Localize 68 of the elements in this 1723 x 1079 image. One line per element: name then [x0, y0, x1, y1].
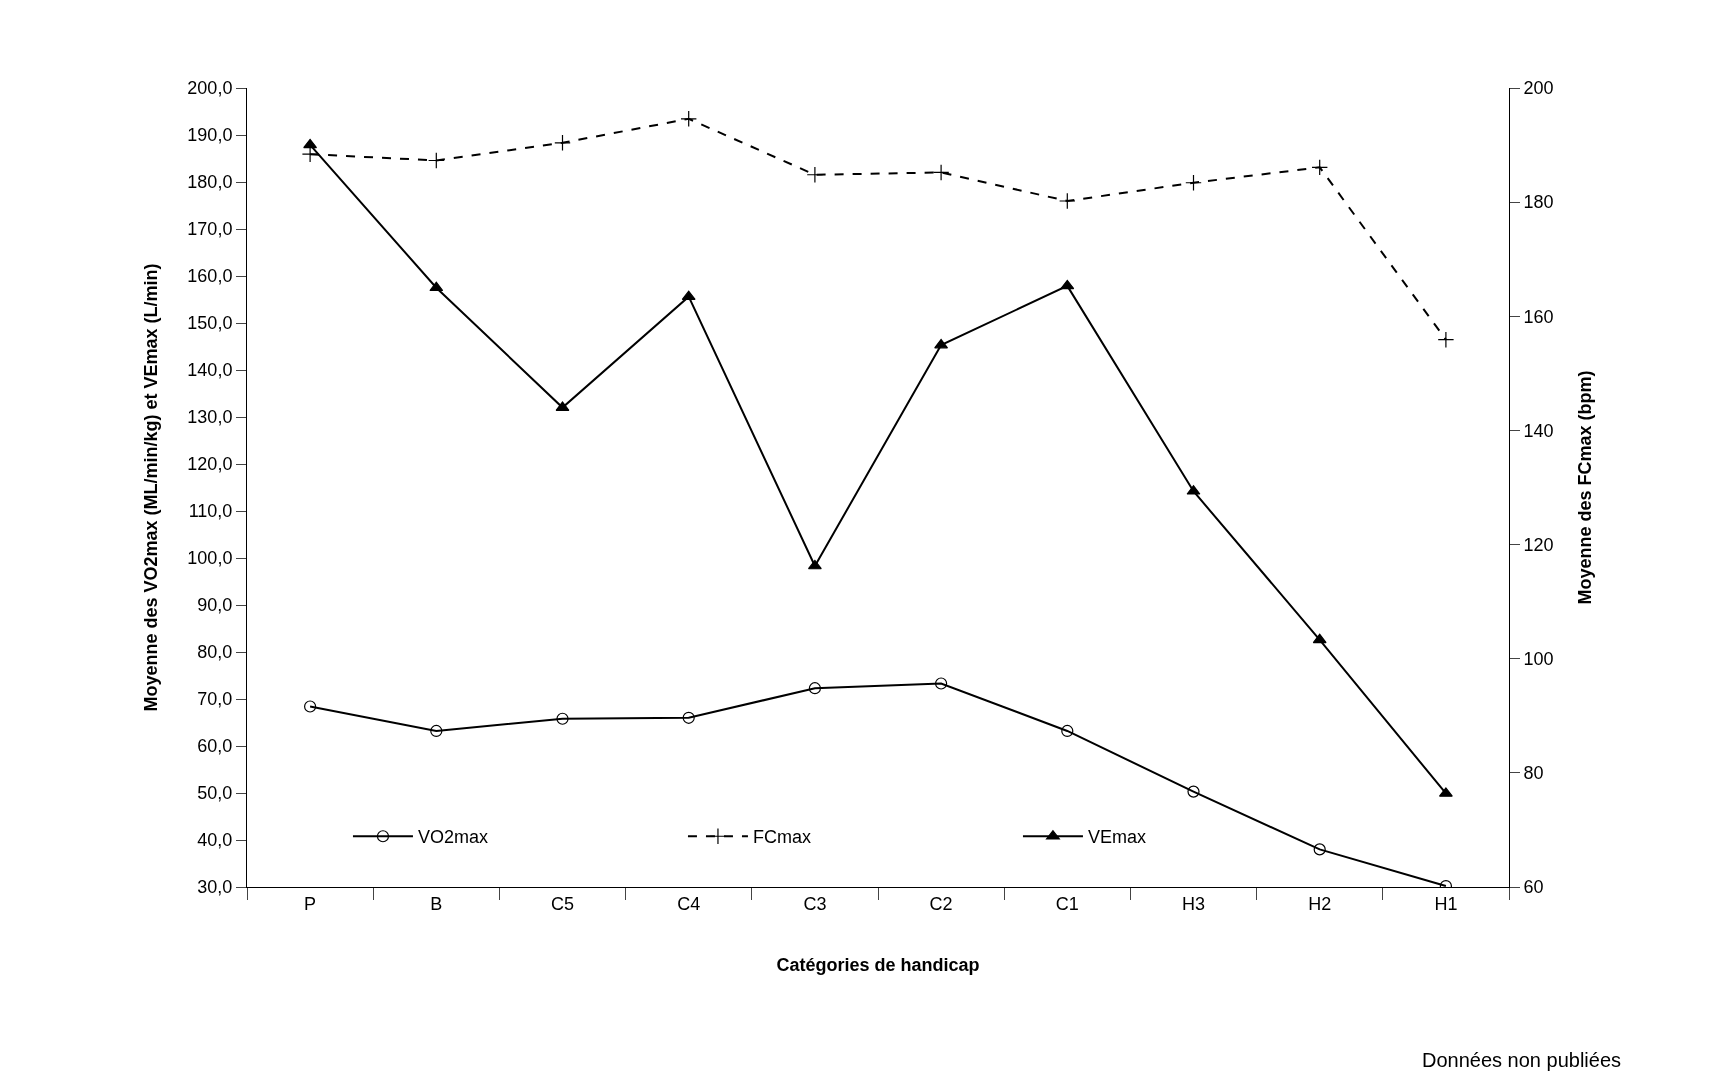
x-tick-label: C3 [803, 893, 827, 914]
y-tick-label: 150,0 [187, 313, 233, 334]
point [934, 338, 949, 349]
point [807, 559, 822, 570]
x-tick-label: H3 [1181, 893, 1206, 914]
point [429, 281, 444, 292]
y-tick-label: 110,0 [188, 501, 233, 522]
y2-tick-label: 80 [1523, 763, 1544, 784]
point [428, 152, 445, 169]
point [682, 711, 695, 724]
y-tick-label: 200,0 [187, 78, 233, 99]
y2-tick-label: 100 [1523, 649, 1554, 670]
y-tick-label: 140,0 [187, 360, 233, 381]
point [556, 712, 569, 725]
legend-label: VO2max [417, 827, 488, 848]
point [304, 700, 317, 713]
text: Données non publiées [1422, 1049, 1622, 1071]
point [935, 677, 948, 690]
y-tick-label: 180,0 [187, 172, 233, 193]
point [1311, 159, 1328, 176]
y2-tick-label: 120 [1523, 534, 1554, 555]
point [1187, 785, 1200, 798]
point [1059, 192, 1076, 210]
y-tick-label: 90,0 [197, 595, 233, 616]
point [1060, 279, 1075, 290]
point [1185, 174, 1202, 192]
point [680, 110, 697, 128]
point [808, 682, 821, 695]
y-tick-label: 80,0 [197, 642, 233, 663]
y-tick-label: 50,0 [197, 783, 233, 804]
legend-label: VEmax [1087, 827, 1146, 848]
y-tick-label: 190,0 [187, 125, 233, 146]
point [932, 164, 950, 181]
y-tick-label: 120,0 [187, 454, 233, 475]
x-tick-label: C2 [929, 893, 953, 914]
y2-tick-label: 200 [1523, 78, 1554, 99]
y-tick-label: 40,0 [197, 830, 233, 851]
x-tick-label: H1 [1434, 893, 1458, 914]
point [1313, 843, 1326, 856]
y-tick-label: 60,0 [197, 736, 233, 757]
y-axis-title: Moyenne des VO2max (ML/min/kg) et VEmax (L/min) [140, 263, 161, 712]
x-tick-label: C1 [1055, 893, 1079, 914]
x-tick-label: H2 [1308, 893, 1332, 914]
y-tick-label: 130,0 [187, 407, 233, 428]
y-tick-label: 30,0 [197, 877, 233, 898]
y2-tick-label: 180 [1523, 192, 1554, 213]
y-tick-label: 160,0 [187, 266, 233, 287]
y2-tick-label: 60 [1523, 877, 1544, 898]
point [303, 138, 318, 149]
point [554, 134, 571, 152]
x-tick-label: C5 [550, 893, 575, 914]
y2-axis-title: Moyenne des FCmax (bpm) [1574, 370, 1595, 605]
x-axis-title: Catégories de handicap [776, 954, 980, 975]
point [1061, 724, 1074, 738]
y-tick-label: 70,0 [197, 689, 233, 710]
x-tick-label: C4 [677, 893, 701, 914]
y2-tick-label: 160 [1523, 306, 1554, 327]
y-tick-label: 100,0 [187, 548, 233, 569]
y-tick-label: 170,0 [187, 219, 233, 240]
point [430, 724, 443, 738]
point [806, 166, 824, 184]
y2-tick-label: 140 [1523, 420, 1554, 441]
legend-label: FCmax [752, 827, 811, 848]
point [1437, 331, 1455, 348]
point [1312, 633, 1327, 644]
x-tick-label: B [430, 893, 443, 914]
x-tick-label: P [304, 893, 317, 914]
point [681, 290, 696, 301]
